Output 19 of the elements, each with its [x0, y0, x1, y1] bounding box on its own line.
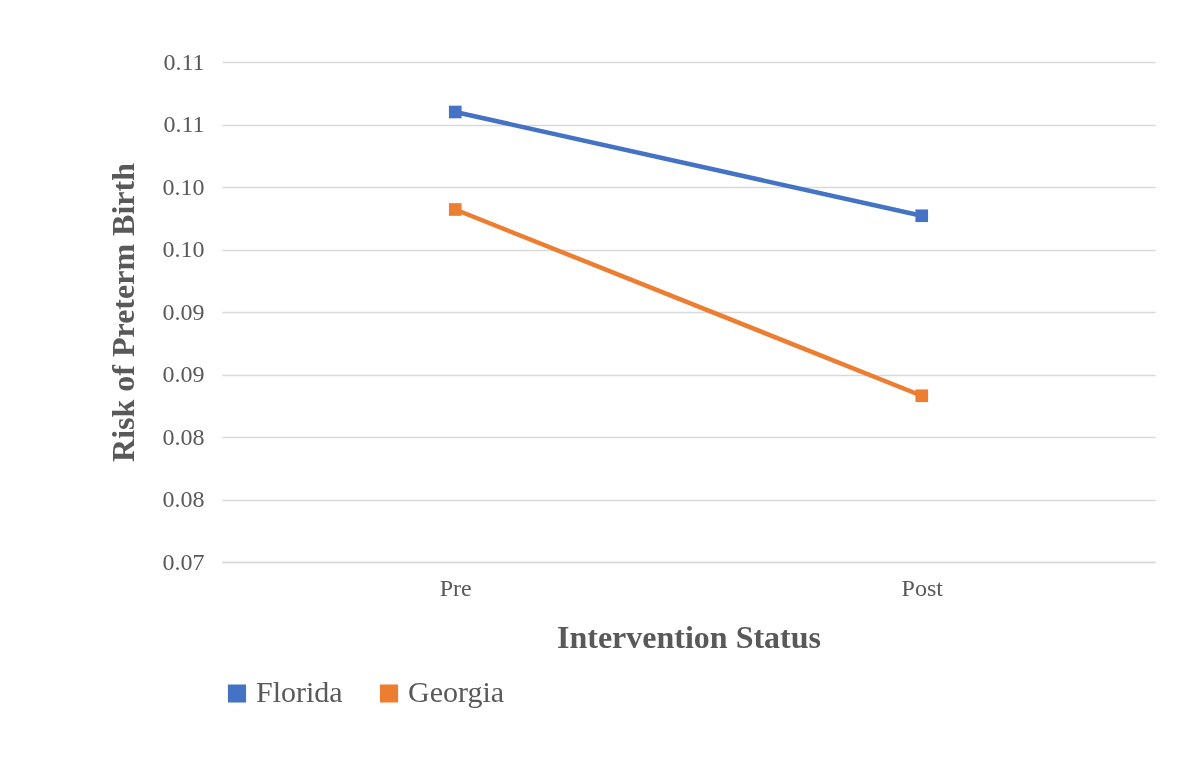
y-tick-label: 0.09: [162, 298, 205, 325]
y-tick-label: 0.07: [162, 548, 205, 575]
point: [915, 209, 929, 223]
y-tick-label: 0.09: [162, 361, 205, 387]
x-tick-label: Pre: [439, 574, 472, 601]
legend-label: Florida: [256, 675, 343, 709]
y-tick-label: 0.11: [163, 111, 205, 137]
y-tick-label: 0.10: [162, 236, 205, 262]
x-tick-label: Post: [901, 574, 944, 601]
x-axis-title: Intervention Status: [556, 618, 822, 655]
y-tick-label: 0.11: [163, 48, 205, 75]
point: [448, 203, 462, 216]
y-axis-title: Risk of Preterm Birth: [104, 162, 141, 462]
y-tick-label: 0.08: [162, 423, 205, 450]
legend-label: Georgia: [408, 675, 505, 709]
point: [448, 105, 462, 119]
y-tick-label: 0.10: [162, 173, 205, 200]
point: [915, 389, 929, 403]
y-tick-label: 0.08: [162, 486, 205, 512]
